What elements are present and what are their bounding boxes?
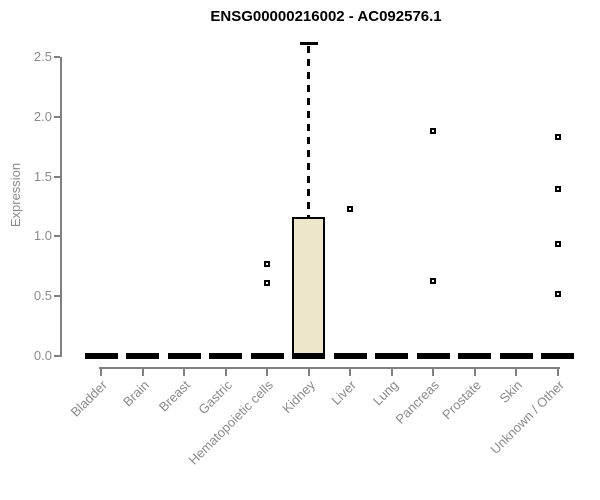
x-axis-tick: [474, 369, 476, 376]
y-axis-line: [60, 57, 62, 357]
median-line: [168, 353, 201, 359]
whisker-line: [307, 46, 310, 217]
y-axis-tick: [54, 116, 60, 118]
x-axis-line: [99, 367, 560, 369]
median-line: [292, 353, 325, 359]
whisker-cap: [300, 42, 318, 45]
x-axis-tick: [308, 369, 310, 376]
y-axis-tick-label: 1.5: [33, 169, 52, 184]
y-axis-tick: [54, 176, 60, 178]
median-line: [458, 353, 491, 359]
x-axis-tick: [515, 369, 517, 376]
outlier-point: [264, 261, 270, 267]
x-axis-tick: [225, 369, 227, 376]
outlier-point: [555, 134, 561, 140]
y-axis-tick: [54, 235, 60, 237]
y-axis-tick: [54, 295, 60, 297]
median-line: [126, 353, 159, 359]
median-line: [334, 353, 367, 359]
y-axis-tick: [54, 355, 60, 357]
box-rect: [292, 217, 325, 359]
median-line: [500, 353, 533, 359]
outlier-point: [430, 128, 436, 134]
x-axis-tick: [142, 369, 144, 376]
outlier-point: [555, 241, 561, 247]
median-line: [251, 353, 284, 359]
outlier-point: [555, 186, 561, 192]
median-line: [541, 353, 574, 359]
x-axis-tick: [391, 369, 393, 376]
median-line: [85, 353, 118, 359]
x-axis-tick: [100, 369, 102, 376]
x-axis-tick: [432, 369, 434, 376]
chart-title: ENSG00000216002 - AC092576.1: [210, 8, 442, 25]
y-axis-tick-label: 1.0: [33, 228, 52, 243]
x-axis-tick: [266, 369, 268, 376]
y-axis-tick: [54, 56, 60, 58]
x-axis-tick: [349, 369, 351, 376]
y-axis-tick-label: 0.5: [33, 288, 52, 303]
outlier-point: [264, 280, 270, 286]
outlier-point: [555, 291, 561, 297]
x-axis-tick: [557, 369, 559, 376]
y-axis-tick-label: 0.0: [33, 348, 52, 363]
outlier-point: [347, 206, 353, 212]
y-axis-tick-label: 2.5: [33, 49, 52, 64]
median-line: [417, 353, 450, 359]
median-line: [375, 353, 408, 359]
median-line: [209, 353, 242, 359]
y-axis-tick-label: 2.0: [33, 109, 52, 124]
x-axis-tick: [183, 369, 185, 376]
outlier-point: [430, 278, 436, 284]
